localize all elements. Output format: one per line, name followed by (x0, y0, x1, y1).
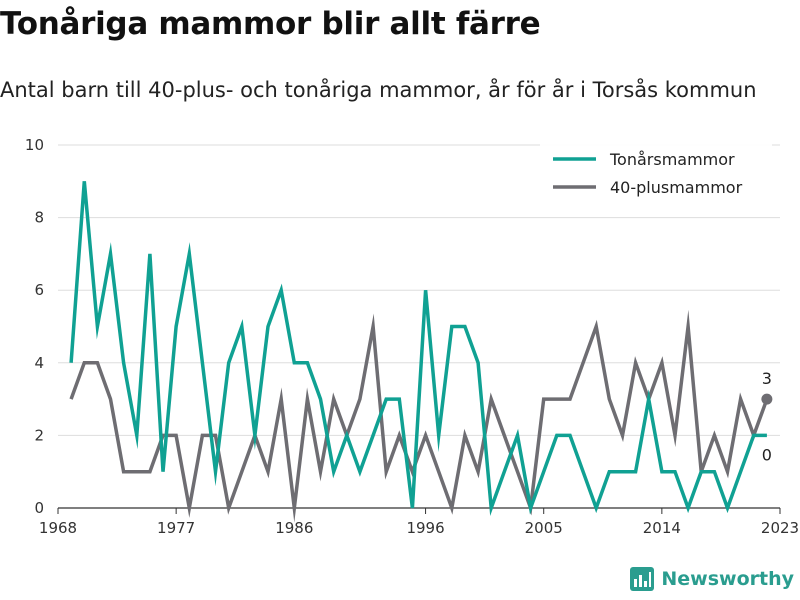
series-line-teen (69, 181, 767, 517)
end-label-teen: 0 (762, 445, 772, 464)
legend-label-teen: Tonårsmammor (609, 150, 735, 169)
y-tick-label: 0 (34, 499, 44, 517)
legend-background (540, 143, 772, 205)
y-tick-label: 6 (34, 281, 44, 299)
series-lines (69, 181, 769, 523)
x-tick-label: 2005 (525, 519, 563, 537)
x-tick-label: 1996 (406, 519, 444, 537)
x-tick-label: 1986 (275, 519, 313, 537)
end-point-forty (761, 393, 773, 405)
y-tick-label: 4 (34, 354, 44, 372)
x-tick-label: 1968 (39, 519, 77, 537)
chart-title: Tonåriga mammor blir allt färre (0, 6, 541, 42)
legend-label-forty: 40-plusmammor (610, 178, 743, 197)
x-axis: 1968 1977 1986 1996 2005 2014 2023 (39, 507, 799, 537)
series-line-forty (69, 309, 769, 523)
legend: Tonårsmammor 40-plusmammor (540, 143, 772, 205)
chart-subtitle: Antal barn till 40-plus- och tonåriga ma… (0, 78, 757, 102)
brand-logo: Newsworthy (629, 566, 794, 592)
newsworthy-logo-icon (630, 567, 655, 591)
y-tick-label: 8 (34, 209, 44, 227)
x-tick-label: 2014 (643, 519, 681, 537)
x-tick-label: 2023 (761, 519, 799, 537)
y-tick-label: 10 (25, 136, 44, 154)
y-axis-ticks: 0 2 4 6 8 10 (25, 136, 44, 517)
brand-name: Newsworthy (661, 568, 794, 590)
x-tick-label: 1977 (157, 519, 195, 537)
y-tick-label: 2 (34, 426, 44, 444)
end-label-forty: 3 (762, 369, 772, 388)
end-labels: 30 (761, 369, 773, 464)
